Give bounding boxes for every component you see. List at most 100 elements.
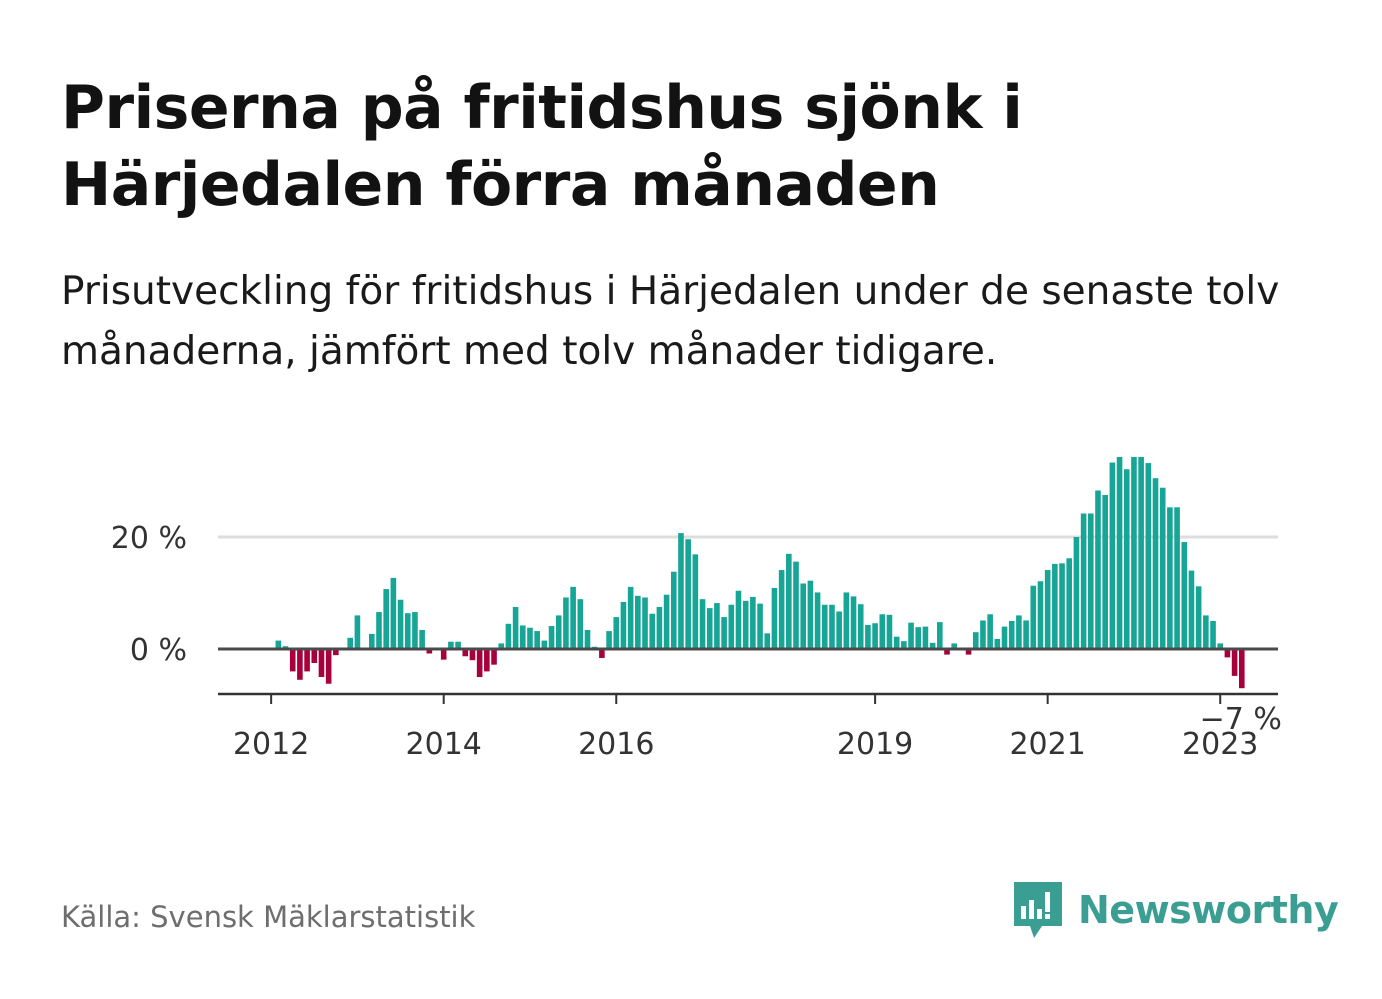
y-tick-label: 20 %	[111, 521, 187, 556]
x-tick-label: 2019	[837, 727, 913, 762]
bar	[390, 577, 397, 649]
bar	[786, 553, 792, 649]
bar	[1080, 513, 1087, 649]
bar	[1152, 478, 1159, 649]
bar	[476, 649, 483, 677]
bar	[419, 629, 425, 649]
bar	[1167, 507, 1173, 649]
bar	[1102, 495, 1108, 649]
newsworthy-icon	[1014, 882, 1062, 938]
bar	[412, 612, 418, 649]
x-tick-label: 2021	[1009, 727, 1085, 762]
bar	[908, 622, 914, 649]
bar	[1073, 537, 1080, 649]
bar	[1238, 649, 1245, 689]
bar	[771, 587, 778, 649]
bar	[297, 649, 303, 680]
chart-title: Priserna på fritidshus sjönk i Härjedale…	[61, 73, 1023, 220]
bar	[685, 539, 691, 649]
y-axis-ticks: 0 % 20 %	[111, 521, 187, 668]
bar	[670, 571, 677, 649]
bar	[570, 586, 576, 649]
bar	[376, 612, 382, 649]
x-tick-label: 2023	[1182, 727, 1258, 762]
bar	[937, 622, 943, 649]
bar	[440, 649, 447, 660]
bar	[735, 590, 742, 649]
bar	[778, 570, 785, 649]
bar	[1210, 621, 1216, 649]
bar	[742, 600, 749, 649]
bar	[821, 604, 828, 649]
bar	[635, 595, 641, 649]
bar	[318, 649, 325, 677]
bar	[455, 641, 461, 649]
bar	[1088, 513, 1094, 649]
bar	[1030, 585, 1037, 649]
bar	[1217, 643, 1224, 649]
y-tick-label: 0 %	[130, 633, 187, 668]
bar	[469, 649, 476, 661]
bar	[1016, 615, 1022, 649]
bar	[901, 641, 907, 649]
bar	[1159, 487, 1166, 649]
bar	[843, 592, 850, 649]
bar	[563, 597, 569, 649]
bar	[972, 632, 979, 649]
bar	[1001, 626, 1008, 649]
bar	[929, 642, 936, 649]
bar	[1195, 586, 1202, 649]
bar	[555, 615, 562, 649]
bar	[275, 640, 282, 649]
last-value-label: −7 %	[1200, 702, 1282, 737]
bar	[757, 603, 763, 649]
bar	[980, 620, 986, 649]
bar	[541, 640, 548, 649]
bar	[678, 533, 684, 649]
bar	[354, 615, 361, 649]
bar	[620, 601, 627, 649]
bar-series	[275, 456, 1245, 689]
bar	[369, 633, 375, 649]
bar	[865, 624, 871, 649]
bar	[527, 627, 533, 649]
bar	[599, 649, 605, 658]
bar	[857, 604, 864, 649]
bar	[649, 613, 656, 649]
bar	[893, 636, 900, 649]
bar	[347, 637, 354, 649]
bar	[994, 638, 1001, 649]
bar	[915, 627, 922, 649]
bar	[1109, 462, 1116, 649]
bar	[333, 649, 339, 656]
bar	[663, 594, 670, 649]
bar	[965, 649, 972, 655]
bar	[505, 623, 512, 649]
bar	[750, 596, 756, 649]
bar	[1203, 615, 1209, 649]
bar	[814, 592, 821, 649]
bar	[1066, 558, 1073, 649]
x-tick-label: 2016	[578, 727, 654, 762]
bar	[714, 603, 720, 649]
bar	[426, 649, 433, 654]
bar	[699, 599, 706, 649]
bar	[584, 629, 591, 649]
bar	[951, 643, 957, 649]
source-note: Källa: Svensk Mäklarstatistik	[61, 900, 476, 934]
bar	[613, 617, 620, 649]
bar	[728, 604, 735, 649]
bar	[383, 589, 389, 649]
bar	[850, 596, 857, 649]
bar	[886, 614, 893, 649]
bar	[1008, 621, 1015, 649]
bar	[548, 626, 555, 649]
bar	[807, 580, 814, 649]
bar	[512, 607, 519, 649]
bar	[1123, 469, 1130, 649]
bar	[462, 649, 469, 657]
bar	[692, 554, 699, 649]
bar	[577, 599, 584, 649]
bar	[1145, 463, 1152, 649]
